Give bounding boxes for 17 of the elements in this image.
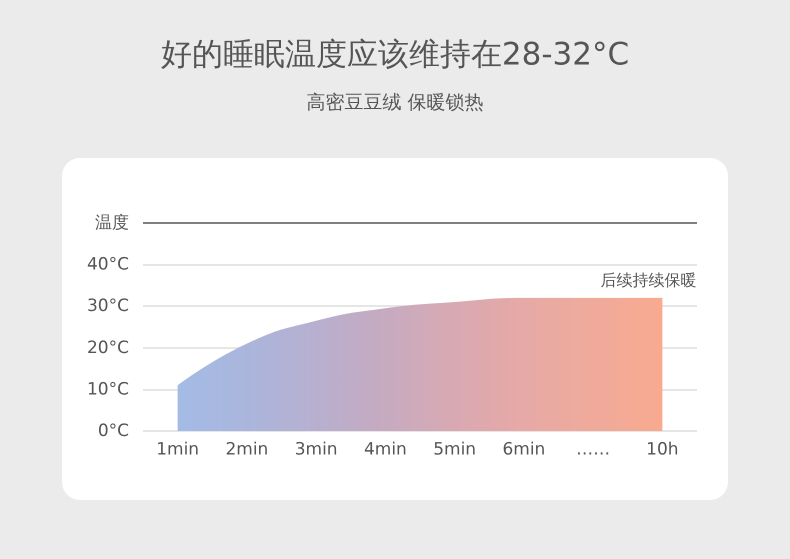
x-tick-label: 10h	[646, 440, 679, 460]
x-tick-label: ……	[576, 440, 610, 460]
x-tick-label: 4min	[364, 440, 407, 460]
x-tick-label: 1min	[156, 440, 200, 460]
y-tick-label: 40°C	[86, 254, 129, 275]
y-axis-title: 温度	[95, 213, 129, 233]
chart-subtitle: 高密豆豆绒 保暖锁热	[306, 92, 484, 114]
x-tick-label: 2min	[225, 440, 268, 460]
y-tick-label: 0°C	[98, 421, 129, 441]
chart-title: 好的睡眠温度应该维持在28-32°C	[160, 36, 630, 72]
annotation: 后续持续保暖	[600, 270, 696, 290]
x-tick-label: 5min	[433, 440, 476, 460]
y-tick-label: 10°C	[86, 379, 129, 400]
x-tick-label: 3min	[294, 440, 338, 460]
y-tick-label: 20°C	[86, 338, 129, 358]
y-tick-label: 30°C	[86, 296, 129, 316]
x-tick-label: 6min	[502, 440, 546, 460]
